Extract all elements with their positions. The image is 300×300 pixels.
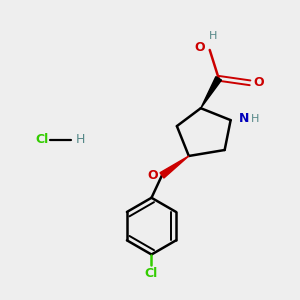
Text: Cl: Cl bbox=[35, 133, 48, 146]
Text: H: H bbox=[251, 114, 259, 124]
Text: H: H bbox=[75, 133, 85, 146]
Polygon shape bbox=[201, 76, 221, 108]
Text: Cl: Cl bbox=[145, 266, 158, 280]
Text: O: O bbox=[254, 76, 264, 89]
Polygon shape bbox=[160, 156, 189, 178]
Text: N: N bbox=[239, 112, 249, 125]
Text: H: H bbox=[208, 31, 217, 41]
Text: O: O bbox=[147, 169, 158, 182]
Text: O: O bbox=[195, 41, 206, 54]
